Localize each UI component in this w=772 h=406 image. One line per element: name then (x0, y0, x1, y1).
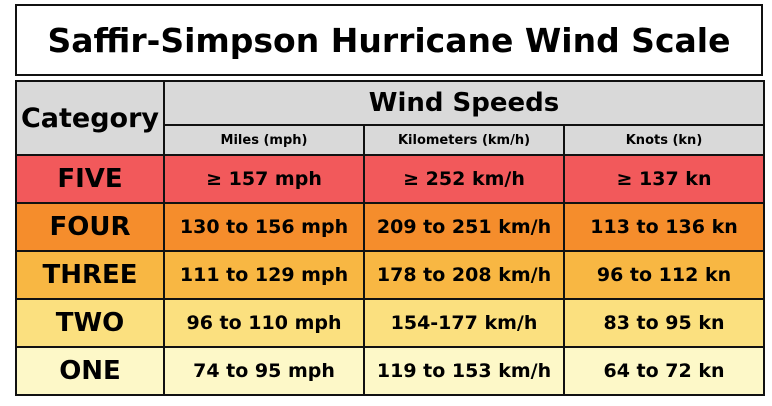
wind-speeds-header: Wind Speeds (163, 80, 765, 126)
wind-scale-table: Category Wind Speeds Miles (mph) Kilomet… (15, 80, 765, 396)
kn-cell: 113 to 136 kn (563, 202, 765, 252)
mph-cell: ≥ 157 mph (163, 154, 365, 204)
kn-cell: 96 to 112 kn (563, 250, 765, 300)
table-row: THREE 111 to 129 mph 178 to 208 km/h 96 … (15, 250, 765, 300)
kn-cell: 64 to 72 kn (563, 346, 765, 396)
table-row: FIVE ≥ 157 mph ≥ 252 km/h ≥ 137 kn (15, 154, 765, 204)
table-row: ONE 74 to 95 mph 119 to 153 km/h 64 to 7… (15, 346, 765, 396)
unit-header-kn: Knots (kn) (563, 124, 765, 156)
category-cell: ONE (15, 346, 165, 396)
mph-cell: 74 to 95 mph (163, 346, 365, 396)
category-cell: FIVE (15, 154, 165, 204)
category-cell: TWO (15, 298, 165, 348)
table-title: Saffir-Simpson Hurricane Wind Scale (15, 4, 763, 76)
kmh-cell: 209 to 251 km/h (363, 202, 565, 252)
mph-cell: 130 to 156 mph (163, 202, 365, 252)
table-row: TWO 96 to 110 mph 154-177 km/h 83 to 95 … (15, 298, 765, 348)
category-cell: THREE (15, 250, 165, 300)
kn-cell: 83 to 95 kn (563, 298, 765, 348)
mph-cell: 111 to 129 mph (163, 250, 365, 300)
kmh-cell: ≥ 252 km/h (363, 154, 565, 204)
kmh-cell: 178 to 208 km/h (363, 250, 565, 300)
kmh-cell: 154-177 km/h (363, 298, 565, 348)
table-row: FOUR 130 to 156 mph 209 to 251 km/h 113 … (15, 202, 765, 252)
category-cell: FOUR (15, 202, 165, 252)
kmh-cell: 119 to 153 km/h (363, 346, 565, 396)
unit-header-kmh: Kilometers (km/h) (363, 124, 565, 156)
mph-cell: 96 to 110 mph (163, 298, 365, 348)
unit-header-mph: Miles (mph) (163, 124, 365, 156)
kn-cell: ≥ 137 kn (563, 154, 765, 204)
category-header: Category (15, 80, 165, 156)
